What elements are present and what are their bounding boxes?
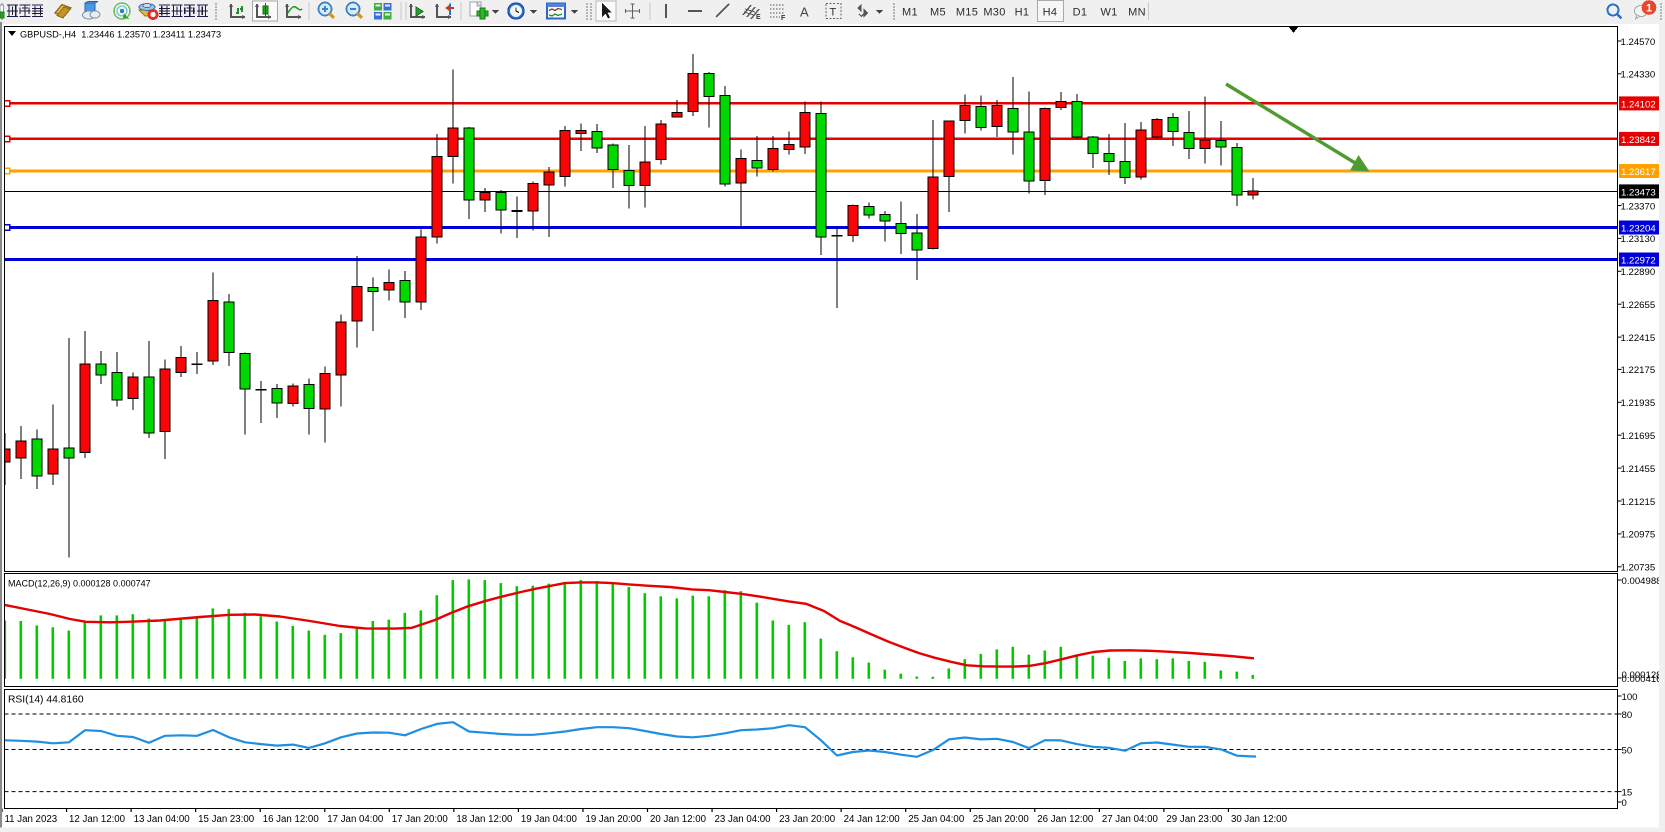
svg-text:0: 0: [1622, 798, 1627, 809]
svg-text:11 Jan 2023: 11 Jan 2023: [5, 814, 58, 825]
svg-text:H1: H1: [1015, 7, 1030, 19]
svg-text:1.22890: 1.22890: [1621, 267, 1656, 278]
svg-text:GBPUSD-,H4 1.23446 1.23570 1.: GBPUSD-,H4 1.23446 1.23570 1.23411 1.234…: [20, 30, 221, 40]
svg-text:30 Jan 12:00: 30 Jan 12:00: [1231, 814, 1288, 825]
svg-text:1.22415: 1.22415: [1621, 333, 1656, 344]
svg-text:1.23204: 1.23204: [1621, 224, 1656, 235]
svg-text:17 Jan 20:00: 17 Jan 20:00: [392, 814, 449, 825]
svg-text:RSI(14) 44.8160: RSI(14) 44.8160: [8, 695, 84, 706]
svg-text:50: 50: [1622, 745, 1633, 756]
svg-text:1.24570: 1.24570: [1621, 37, 1656, 48]
svg-text:26 Jan 12:00: 26 Jan 12:00: [1037, 814, 1094, 825]
svg-text:1.21215: 1.21215: [1621, 497, 1656, 508]
svg-text:1.20975: 1.20975: [1621, 530, 1656, 541]
svg-text:1.23370: 1.23370: [1621, 201, 1656, 212]
svg-text:W1: W1: [1100, 7, 1117, 19]
svg-text:MACD(12,26,9) 0.000128 0.00074: MACD(12,26,9) 0.000128 0.000747: [8, 579, 151, 589]
svg-text:MN: MN: [1128, 7, 1146, 19]
svg-text:0.000128: 0.000128: [1622, 670, 1662, 681]
svg-text:F: F: [781, 15, 786, 22]
svg-text:1: 1: [1646, 3, 1652, 15]
svg-text:H4: H4: [1043, 7, 1058, 19]
svg-text:A: A: [800, 5, 809, 20]
svg-text:1.23842: 1.23842: [1621, 135, 1656, 146]
svg-text:T: T: [830, 7, 837, 19]
svg-text:23 Jan 04:00: 23 Jan 04:00: [715, 814, 772, 825]
svg-text:1.23617: 1.23617: [1621, 167, 1656, 178]
svg-text:13 Jan 04:00: 13 Jan 04:00: [134, 814, 191, 825]
svg-text:1.21695: 1.21695: [1621, 431, 1656, 442]
svg-text:29 Jan 23:00: 29 Jan 23:00: [1166, 814, 1223, 825]
svg-text:19 Jan 04:00: 19 Jan 04:00: [521, 814, 578, 825]
svg-text:1.20735: 1.20735: [1621, 563, 1656, 574]
svg-text:M30: M30: [983, 7, 1005, 19]
svg-text:80: 80: [1622, 710, 1633, 721]
svg-text:0.004988: 0.004988: [1622, 576, 1662, 587]
svg-text:D1: D1: [1073, 7, 1088, 19]
svg-text:1.24330: 1.24330: [1621, 70, 1656, 81]
svg-text:0.000416: 0.000416: [1622, 674, 1662, 685]
svg-text:1.21455: 1.21455: [1621, 464, 1656, 475]
svg-text:M5: M5: [930, 7, 946, 19]
svg-text:1.22972: 1.22972: [1621, 256, 1656, 267]
svg-text:100: 100: [1622, 692, 1638, 703]
svg-text:1.24102: 1.24102: [1621, 99, 1656, 110]
svg-text:23 Jan 20:00: 23 Jan 20:00: [779, 814, 836, 825]
svg-text:18 Jan 12:00: 18 Jan 12:00: [456, 814, 513, 825]
svg-text:1.23130: 1.23130: [1621, 234, 1656, 245]
svg-text:25 Jan 04:00: 25 Jan 04:00: [908, 814, 965, 825]
svg-text:E: E: [756, 14, 761, 21]
svg-text:M15: M15: [956, 7, 978, 19]
svg-text:15: 15: [1622, 787, 1633, 798]
svg-text:27 Jan 04:00: 27 Jan 04:00: [1102, 814, 1159, 825]
svg-text:M1: M1: [902, 7, 918, 19]
svg-text:12 Jan 12:00: 12 Jan 12:00: [69, 814, 126, 825]
svg-text:25 Jan 20:00: 25 Jan 20:00: [973, 814, 1030, 825]
svg-text:1.21935: 1.21935: [1621, 398, 1656, 409]
svg-text:1.23473: 1.23473: [1621, 187, 1656, 198]
svg-text:24 Jan 12:00: 24 Jan 12:00: [844, 814, 901, 825]
svg-text:19 Jan 20:00: 19 Jan 20:00: [585, 814, 642, 825]
svg-text:20 Jan 12:00: 20 Jan 12:00: [650, 814, 707, 825]
svg-text:15 Jan 23:00: 15 Jan 23:00: [198, 814, 255, 825]
svg-text:1.22655: 1.22655: [1621, 300, 1656, 311]
svg-text:16 Jan 12:00: 16 Jan 12:00: [263, 814, 320, 825]
svg-text:17 Jan 04:00: 17 Jan 04:00: [327, 814, 384, 825]
svg-text:1.22175: 1.22175: [1621, 365, 1656, 376]
